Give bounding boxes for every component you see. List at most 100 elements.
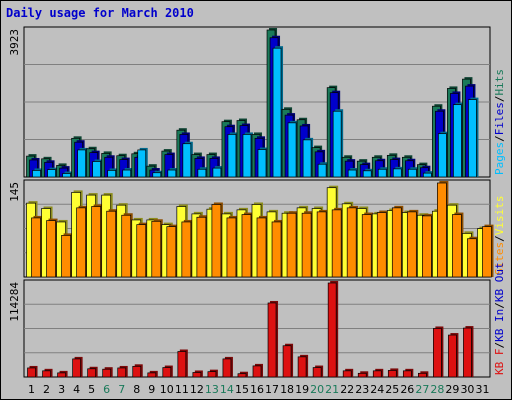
- x-tick-label-3: 3: [58, 383, 65, 396]
- hits-bar-pages-5: [92, 161, 101, 178]
- x-tick-label-12: 12: [190, 383, 204, 396]
- visits-bar-sites-28: [437, 182, 447, 278]
- visits-bar-sites-17: [271, 221, 282, 278]
- visits-bar-sites-23: [361, 214, 372, 278]
- visits-bar-sites-5: [91, 206, 101, 278]
- x-tick-label-26: 26: [400, 383, 414, 396]
- x-tick-label-29: 29: [445, 383, 459, 396]
- hits-bar-pages-22: [347, 169, 357, 178]
- legend-item: /: [493, 302, 506, 309]
- visits-bar-sites-24: [376, 212, 387, 278]
- x-tick-label-8: 8: [133, 383, 140, 396]
- hits-bar-pages-28: [438, 133, 447, 178]
- hits-bar-pages-10: [167, 169, 177, 178]
- hits-bar-pages-20: [317, 163, 327, 178]
- visits-bar-sites-27: [422, 215, 432, 278]
- visits-bar-sites-12: [196, 216, 207, 278]
- hits-bar-pages-29: [453, 104, 462, 178]
- kbytes-bar-kb-f-12: [192, 372, 202, 378]
- visits-bar-sites-20: [316, 211, 327, 278]
- visits-bar-sites-25: [391, 207, 402, 278]
- legend-item: Hits: [493, 69, 506, 96]
- legend-item: Sites: [493, 242, 506, 275]
- kbytes-bar-kb-f-18: [282, 345, 292, 378]
- hits-bar-pages-27: [423, 172, 432, 178]
- x-tick-label-28: 28: [430, 383, 444, 396]
- hits-bar-pages-30: [468, 99, 477, 178]
- kbytes-bar-kb-f-5: [87, 368, 96, 378]
- visits-bar-sites-14: [226, 217, 237, 278]
- kbytes-bar-kb-f-21: [327, 282, 337, 378]
- hits-bar-pages-6: [107, 170, 117, 178]
- legend-item: /: [493, 235, 506, 242]
- x-tick-label-19: 19: [295, 383, 309, 396]
- legend-visits: Sites/Visits: [493, 196, 506, 276]
- hits-bar-pages-26: [407, 168, 417, 178]
- kbytes-bar-kb-f-19: [297, 356, 307, 378]
- legend-item: Files: [493, 102, 506, 135]
- x-tick-label-30: 30: [460, 383, 474, 396]
- x-tick-label-24: 24: [370, 383, 384, 396]
- legend-item: KB In: [493, 309, 506, 342]
- visits-bar-sites-30: [467, 238, 477, 278]
- kbytes-bar-kb-f-29: [448, 334, 457, 378]
- x-tick-label-23: 23: [355, 383, 369, 396]
- legend-kbytes: KB F/KB In/KB Out: [493, 262, 506, 375]
- x-tick-label-22: 22: [340, 383, 354, 396]
- legend-item: Visits: [493, 196, 506, 236]
- visits-bar-sites-9: [151, 220, 162, 278]
- x-tick-label-2: 2: [43, 383, 50, 396]
- hits-bar-pages-15: [242, 134, 252, 178]
- x-tick-label-21: 21: [325, 383, 339, 396]
- x-tick-label-25: 25: [385, 383, 399, 396]
- kbytes-bar-kb-f-23: [357, 372, 367, 378]
- hits-bar-pages-12: [197, 168, 207, 178]
- legend-item: KB F: [493, 349, 506, 376]
- legend-item: /: [493, 96, 506, 103]
- visits-bar-sites-26: [406, 211, 417, 278]
- hits-bar-pages-23: [362, 170, 372, 178]
- hits-bar-pages-11: [182, 143, 192, 178]
- hits-bar-pages-9: [152, 172, 162, 178]
- hits-bar-pages-1: [32, 170, 41, 178]
- ymax-label-kbytes: 114284: [8, 282, 21, 322]
- hits-bar-pages-21: [332, 110, 342, 178]
- hits-bar-pages-3: [62, 173, 71, 178]
- kbytes-bar-kb-f-16: [252, 365, 262, 378]
- visits-bar-sites-3: [61, 235, 71, 278]
- visits-bar-sites-18: [286, 212, 297, 278]
- visits-bar-sites-6: [106, 210, 117, 278]
- kbytes-bar-kb-f-25: [387, 370, 397, 378]
- kbytes-bar-kb-f-26: [402, 370, 412, 378]
- hits-bar-pages-2: [47, 169, 56, 178]
- x-tick-label-16: 16: [250, 383, 264, 396]
- hits-bar-pages-13: [212, 167, 222, 178]
- legend-item: /: [493, 342, 506, 349]
- visits-bar-sites-15: [241, 214, 252, 278]
- x-tick-label-17: 17: [265, 383, 279, 396]
- kbytes-bar-kb-f-27: [418, 372, 427, 378]
- kbytes-bar-kb-f-1: [27, 367, 36, 378]
- hits-bar-pages-17: [272, 47, 282, 178]
- kbytes-bar-kb-f-17: [267, 302, 277, 378]
- x-tick-label-9: 9: [148, 383, 155, 396]
- x-tick-label-15: 15: [235, 383, 249, 396]
- x-tick-label-18: 18: [280, 383, 294, 396]
- ymax-label-visits: 145: [8, 182, 21, 202]
- legend-hits: Pages/Files/Hits: [493, 69, 506, 175]
- chart-title: Daily usage for March 2010: [6, 6, 194, 20]
- visits-bar-sites-8: [136, 224, 147, 278]
- visits-bar-sites-21: [331, 209, 342, 278]
- kbytes-bar-kb-f-24: [372, 370, 382, 378]
- kbytes-bar-kb-f-22: [342, 370, 352, 378]
- kbytes-bar-kb-f-4: [72, 358, 81, 378]
- x-tick-label-20: 20: [310, 383, 324, 396]
- hits-bar-pages-16: [257, 149, 267, 178]
- kbytes-bar-kb-f-11: [177, 351, 187, 378]
- kbytes-bar-kb-f-3: [57, 372, 66, 378]
- kbytes-bar-kb-f-13: [207, 371, 217, 378]
- legend-item: /: [493, 135, 506, 142]
- kbytes-bar-kb-f-20: [312, 367, 322, 378]
- hits-bar-pages-18: [287, 122, 297, 178]
